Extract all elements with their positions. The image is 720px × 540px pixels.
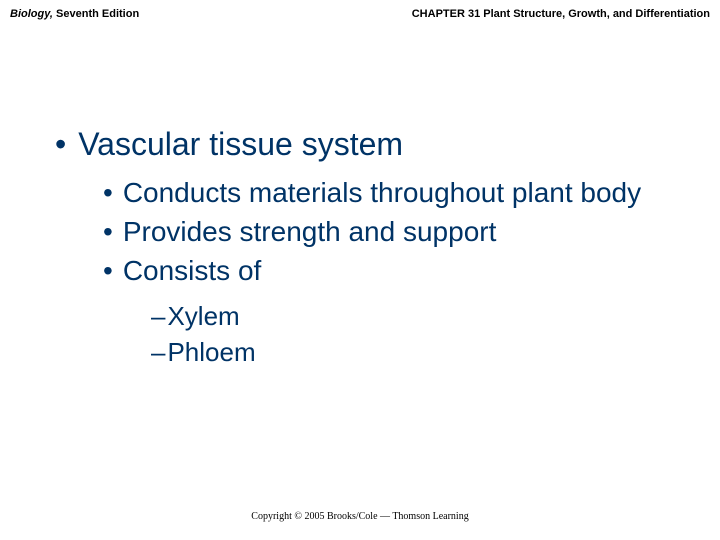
book-title: Biology, Seventh Edition xyxy=(10,8,139,20)
bullet-level3: – Xylem xyxy=(151,300,660,334)
book-title-italic: Biology, xyxy=(10,8,53,20)
dash-icon: – xyxy=(151,300,165,334)
slide-header: Biology, Seventh Edition CHAPTER 31 Plan… xyxy=(0,0,720,20)
chapter-title: CHAPTER 31 Plant Structure, Growth, and … xyxy=(412,8,710,20)
heading-text: Vascular tissue system xyxy=(78,125,403,163)
subpoint-group: – Xylem – Phloem xyxy=(55,300,660,370)
slide-footer: Copyright © 2005 Brooks/Cole — Thomson L… xyxy=(0,511,720,522)
slide-content: • Vascular tissue system • Conducts mate… xyxy=(0,20,720,370)
bullet-icon: • xyxy=(103,214,113,249)
point-text: Provides strength and support xyxy=(123,214,497,249)
subpoint-text: Xylem xyxy=(167,300,239,334)
heading-level1: • Vascular tissue system xyxy=(55,125,660,163)
dash-icon: – xyxy=(151,336,165,370)
copyright-text: Copyright © 2005 Brooks/Cole — Thomson L… xyxy=(251,511,468,522)
point-text: Conducts materials throughout plant body xyxy=(123,175,641,210)
bullet-level2: • Provides strength and support xyxy=(103,214,660,249)
bullet-icon: • xyxy=(55,125,66,163)
point-text: Consists of xyxy=(123,253,262,288)
bullet-icon: • xyxy=(103,253,113,288)
bullet-level2: • Consists of xyxy=(103,253,660,288)
book-edition: Seventh Edition xyxy=(53,8,139,20)
bullet-icon: • xyxy=(103,175,113,210)
bullet-level2: • Conducts materials throughout plant bo… xyxy=(103,175,660,210)
bullet-level3: – Phloem xyxy=(151,336,660,370)
subpoint-text: Phloem xyxy=(167,336,255,370)
